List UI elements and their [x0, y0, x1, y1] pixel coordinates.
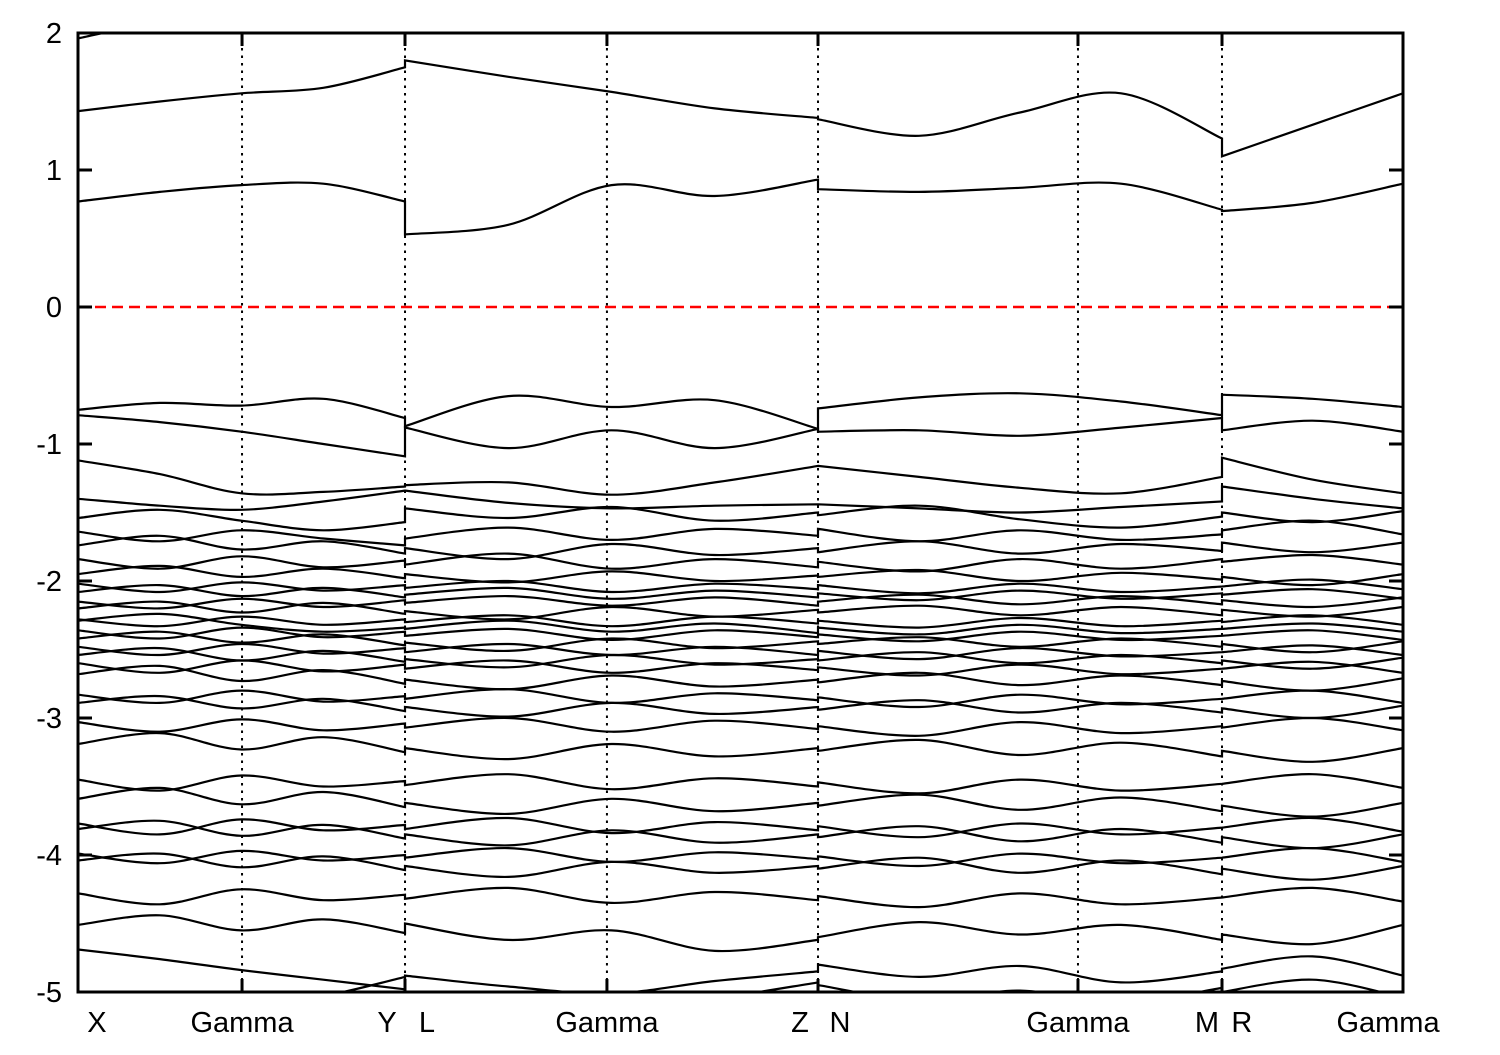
band-curve	[78, 178, 1403, 236]
k-label: Z	[791, 1007, 809, 1039]
band-curve	[78, 819, 1403, 850]
band-curve	[78, 659, 1403, 677]
band-curve	[78, 694, 1403, 720]
band-curve	[78, 852, 1403, 881]
band-curve	[78, 564, 1403, 587]
band-curve	[78, 773, 1403, 795]
k-label: Gamma	[1026, 1007, 1130, 1039]
plot-frame	[76, 31, 1405, 994]
k-label: R	[1231, 1007, 1252, 1039]
band-curve	[78, 583, 1403, 602]
k-label: Gamma	[555, 1007, 659, 1039]
k-label: Gamma	[1336, 1007, 1440, 1039]
k-label: N	[830, 1007, 851, 1039]
band-curve	[78, 59, 1403, 158]
y-tick-label: -3	[36, 703, 62, 735]
k-label: M	[1195, 1007, 1219, 1039]
band-curve	[78, 716, 1403, 737]
band-curve	[78, 786, 1403, 818]
y-tick-label: -5	[36, 977, 62, 1009]
band-curve	[78, 846, 1403, 868]
band-curve	[78, 886, 1403, 909]
band-curve	[78, 593, 1403, 610]
band-curve	[78, 614, 1403, 629]
band-curve	[78, 578, 1403, 595]
band-curve	[78, 552, 1403, 573]
band-curve	[78, 688, 1403, 709]
band-curve	[78, 731, 1403, 763]
y-tick-label: 1	[46, 155, 62, 187]
band-curves	[78, 33, 1403, 992]
k-label: X	[87, 1007, 106, 1039]
band-curve	[78, 485, 1403, 514]
band-curve	[78, 392, 1403, 431]
band-curve	[78, 626, 1403, 643]
y-tick-label: -4	[36, 840, 62, 872]
band-curve	[78, 612, 1403, 636]
band-curve	[78, 914, 1403, 953]
k-label: Y	[377, 1007, 396, 1039]
k-label: Gamma	[190, 1007, 294, 1039]
band-curve	[78, 504, 1403, 532]
band-curve	[78, 630, 1403, 654]
band-curve	[78, 646, 1403, 670]
band-curve	[78, 414, 1403, 458]
y-tick-label: 0	[46, 292, 62, 324]
band-curve	[78, 664, 1403, 692]
y-tick-label: 2	[46, 18, 62, 50]
band-curve	[78, 519, 1403, 547]
k-label: L	[419, 1007, 435, 1039]
y-tick-label: -2	[36, 566, 62, 598]
y-tick-label: -1	[36, 429, 62, 461]
band-curve	[78, 948, 1403, 992]
band-curve	[78, 816, 1403, 839]
band-curve	[78, 642, 1403, 661]
band-curve	[78, 534, 1403, 561]
band-curve	[78, 456, 1403, 496]
